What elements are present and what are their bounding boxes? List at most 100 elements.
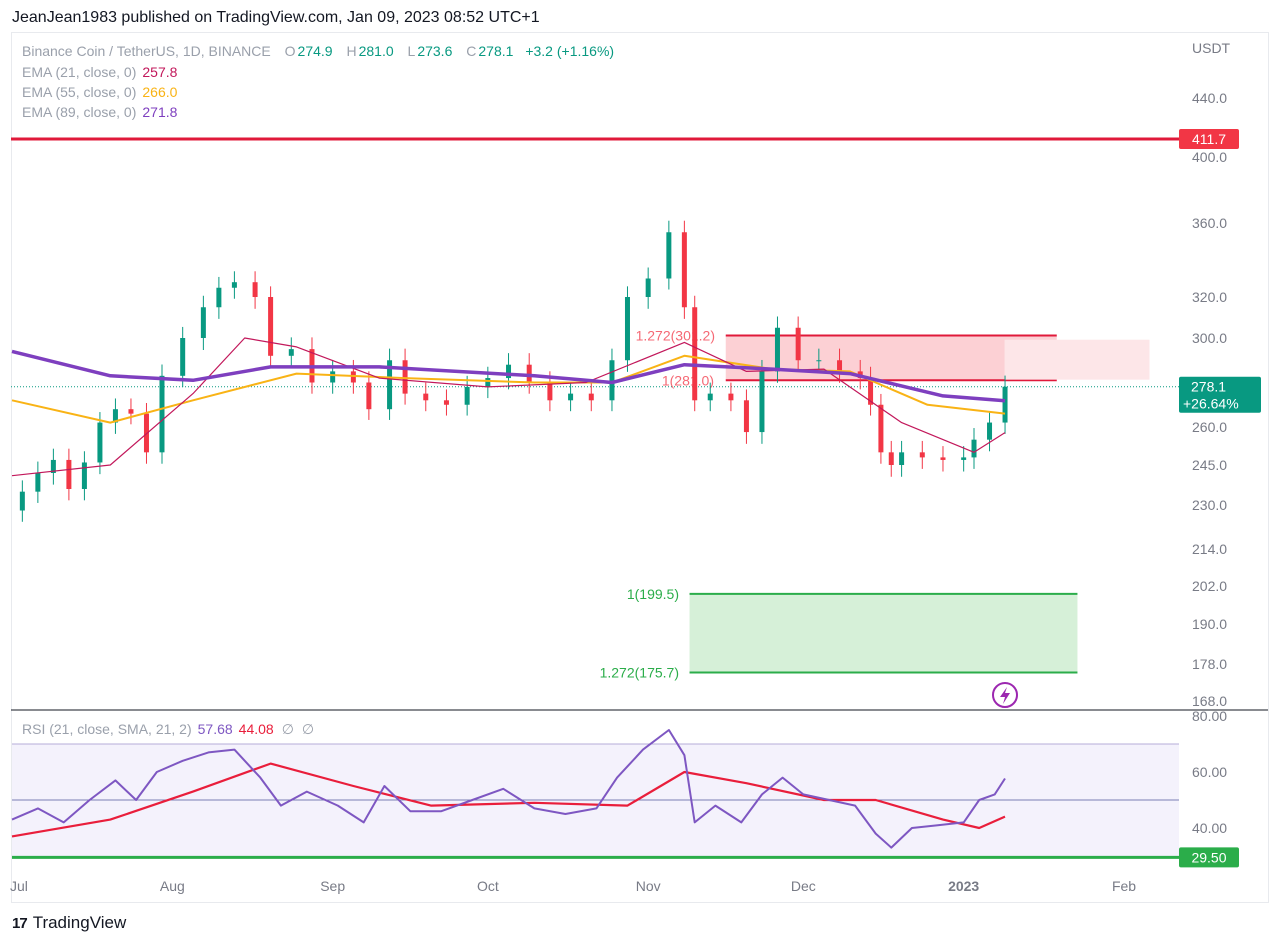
candle-body[interactable] (387, 360, 393, 410)
ema89-legend[interactable]: EMA (89, close, 0) 271.8 (22, 104, 179, 120)
candle-body[interactable] (987, 422, 993, 440)
candle-body[interactable] (609, 360, 615, 401)
ema21-legend[interactable]: EMA (21, close, 0) 257.8 (22, 64, 179, 80)
candle-body[interactable] (506, 364, 512, 379)
ema21-label: EMA (21, close, 0) (22, 64, 137, 80)
low-value: 273.6 (417, 43, 453, 59)
rsi-value: 57.68 (197, 721, 233, 737)
candle-body[interactable] (795, 327, 801, 361)
candle-body[interactable] (443, 400, 449, 405)
resistance-price-text: 411.7 (1192, 131, 1226, 147)
candle-body[interactable] (666, 232, 672, 279)
candle-body[interactable] (547, 382, 553, 401)
tradingview-logo-icon: 17 (12, 914, 28, 932)
ema55-legend[interactable]: EMA (55, close, 0) 266.0 (22, 84, 179, 100)
candle-body[interactable] (50, 459, 56, 473)
resistance-zone[interactable] (725, 335, 1057, 381)
price-axis-tick: 260.0 (1192, 419, 1227, 435)
candle-body[interactable] (645, 278, 651, 298)
candle-body[interactable] (899, 452, 905, 465)
candle-body[interactable] (568, 393, 574, 401)
candle-body[interactable] (707, 393, 713, 401)
last-price-text: 278.1 (1191, 379, 1226, 395)
candle-body[interactable] (526, 364, 532, 383)
ema21-line[interactable] (11, 337, 1006, 477)
price-axis-tick: 202.0 (1192, 578, 1227, 594)
candle-body[interactable] (878, 404, 884, 453)
price-axis-tick: 300.0 (1192, 330, 1227, 346)
candle-body[interactable] (19, 491, 25, 511)
candle-body[interactable] (128, 409, 134, 414)
candle-body[interactable] (200, 307, 206, 338)
price-axis-tick: 320.0 (1192, 289, 1227, 305)
candle-body[interactable] (35, 473, 41, 492)
time-axis-tick: Aug (160, 878, 185, 894)
candle-body[interactable] (971, 439, 977, 458)
candle-body[interactable] (728, 393, 734, 401)
symbol-name[interactable]: Binance Coin / TetherUS, 1D, BINANCE (22, 43, 271, 59)
support-zone[interactable] (689, 593, 1078, 673)
candle-body[interactable] (868, 378, 874, 405)
candle-body[interactable] (66, 459, 72, 489)
brand-name: TradingView (32, 913, 127, 932)
candle-body[interactable] (366, 382, 372, 410)
candle-body[interactable] (112, 409, 118, 423)
candle-body[interactable] (231, 282, 237, 288)
candle-body[interactable] (624, 297, 630, 361)
candle-body[interactable] (180, 338, 186, 376)
time-axis-tick: Feb (1112, 878, 1136, 894)
candle-body[interactable] (837, 360, 843, 372)
candle-body[interactable] (268, 297, 274, 356)
rsi-level-badge (1179, 847, 1239, 868)
candle-body[interactable] (402, 360, 408, 394)
ema89-value: 271.8 (142, 104, 178, 120)
candle-body[interactable] (252, 282, 258, 297)
rsi-axis-tick: 60.00 (1192, 764, 1227, 780)
candle-body[interactable] (81, 462, 87, 489)
candle-body[interactable] (97, 422, 103, 463)
candle-body[interactable] (961, 457, 967, 460)
candle-body[interactable] (330, 371, 336, 383)
candle-body[interactable] (774, 327, 780, 372)
rsi-sma-line[interactable] (11, 762, 1006, 838)
ema89-line[interactable] (11, 349, 1006, 403)
lightning-icon-glyph (1000, 687, 1010, 704)
candle-body[interactable] (588, 393, 594, 401)
candle-body[interactable] (681, 232, 687, 308)
ema89-label: EMA (89, close, 0) (22, 104, 137, 120)
fib-label: 1(199.5) (627, 586, 679, 602)
time-axis-tick: 2023 (948, 878, 979, 894)
rsi-axis-tick: 40.00 (1192, 820, 1227, 836)
candle-body[interactable] (919, 452, 925, 458)
time-axis-tick: Jul (10, 878, 28, 894)
open-value: 274.9 (297, 43, 333, 59)
candle-body[interactable] (464, 386, 470, 405)
candle-body[interactable] (816, 360, 822, 362)
price-axis-tick: 190.0 (1192, 616, 1227, 632)
candle-body[interactable] (159, 375, 165, 453)
candle-body[interactable] (692, 307, 698, 401)
candle-body[interactable] (485, 378, 491, 387)
candle-body[interactable] (743, 400, 749, 433)
time-axis-tick: Sep (320, 878, 345, 894)
rsi-line[interactable] (11, 729, 1006, 849)
candle-body[interactable] (759, 371, 765, 433)
rsi-label: RSI (21, close, SMA, 21, 2) (22, 721, 192, 737)
candle-body[interactable] (423, 393, 429, 401)
fib-label: 1.272(301.2) (636, 328, 715, 344)
high-label: H (346, 43, 357, 59)
candle-body[interactable] (888, 452, 894, 465)
candle-body[interactable] (940, 457, 946, 460)
rsi-sma-value: 44.08 (238, 721, 274, 737)
resistance-price-badge (1179, 129, 1239, 149)
rsi-legend[interactable]: RSI (21, close, SMA, 21, 2) 57.68 44.08 ∅ ∅ (22, 721, 316, 738)
publisher-caption: JeanJean1983 published on TradingView.co… (12, 9, 540, 26)
low-label: L (407, 43, 416, 59)
tradingview-logo[interactable]: 17 TradingView (12, 913, 126, 933)
time-axis-tick: Dec (791, 878, 816, 894)
candle-body[interactable] (216, 287, 222, 308)
projection-box[interactable] (1004, 339, 1150, 380)
candle-body[interactable] (1002, 386, 1008, 423)
candle-body[interactable] (288, 349, 294, 356)
time-axis-tick: Oct (477, 878, 499, 894)
